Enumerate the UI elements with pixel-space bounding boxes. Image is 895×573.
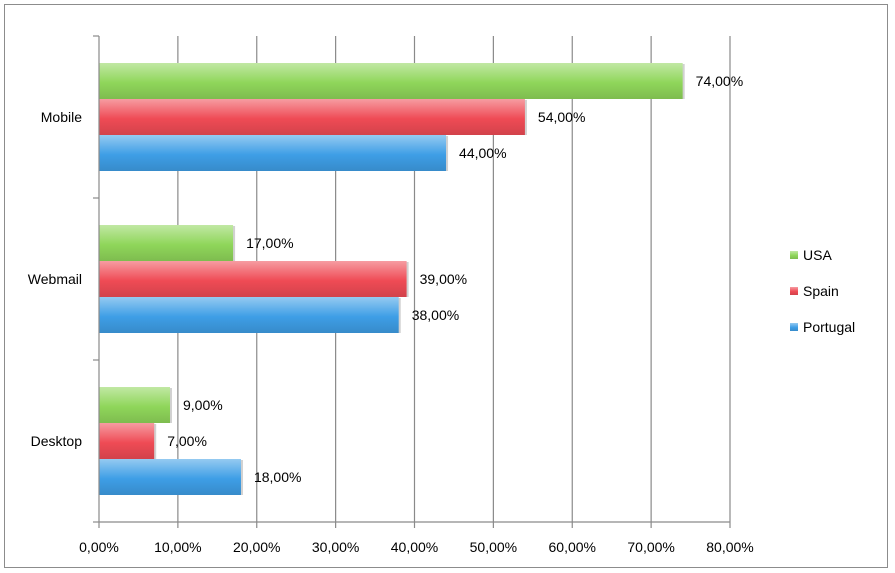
bar-shadow bbox=[406, 262, 409, 297]
bar-shadow bbox=[524, 100, 527, 135]
bar-spain-webmail bbox=[99, 261, 407, 297]
data-label: 9,00% bbox=[183, 397, 223, 413]
bar-shadow bbox=[682, 64, 685, 99]
x-tick-label: 0,00% bbox=[79, 539, 119, 555]
x-tick-label: 10,00% bbox=[154, 539, 201, 555]
labels: Mobile 74,00% 54,00% 44,00% Webmail 17,00% 39,… bbox=[28, 73, 743, 485]
axes: 0,00% 10,00% 20,00% 30,00% 40,00% 50,00% 60,00… bbox=[79, 35, 754, 555]
bar-usa-webmail bbox=[99, 225, 234, 261]
legend-swatch-portugal bbox=[790, 323, 798, 331]
chart: 0,00% 10,00% 20,00% 30,00% 40,00% 50,00% 60,00… bbox=[4, 4, 888, 568]
bar-portugal-desktop bbox=[99, 459, 241, 495]
bars bbox=[99, 63, 685, 495]
data-label: 54,00% bbox=[538, 109, 585, 125]
bar-portugal-webmail bbox=[99, 297, 399, 333]
data-label: 18,00% bbox=[254, 469, 301, 485]
x-tick-label: 40,00% bbox=[391, 539, 438, 555]
bar-shadow bbox=[240, 460, 243, 495]
bar-shadow bbox=[233, 226, 236, 261]
bar-usa-mobile bbox=[99, 63, 683, 99]
data-label: 39,00% bbox=[420, 271, 467, 287]
x-tick-label: 70,00% bbox=[627, 539, 674, 555]
legend-label-usa: USA bbox=[803, 247, 832, 263]
bar-shadow bbox=[169, 388, 172, 423]
x-tick-label: 60,00% bbox=[549, 539, 596, 555]
data-label: 38,00% bbox=[412, 307, 459, 323]
x-tick-label: 80,00% bbox=[706, 539, 753, 555]
category-label: Mobile bbox=[41, 109, 82, 125]
bar-shadow bbox=[154, 424, 157, 459]
category-label: Desktop bbox=[31, 433, 83, 449]
legend-label-portugal: Portugal bbox=[803, 319, 855, 335]
data-label: 17,00% bbox=[246, 235, 293, 251]
bar-shadow bbox=[446, 136, 449, 171]
data-label: 7,00% bbox=[167, 433, 207, 449]
data-label: 74,00% bbox=[696, 73, 743, 89]
legend-label-spain: Spain bbox=[803, 283, 839, 299]
legend-swatch-spain bbox=[790, 287, 798, 295]
bar-usa-desktop bbox=[99, 387, 170, 423]
category-label: Webmail bbox=[28, 271, 82, 287]
bar-spain-desktop bbox=[99, 423, 155, 459]
x-tick-label: 50,00% bbox=[470, 539, 517, 555]
legend: USA Spain Portugal bbox=[790, 247, 855, 335]
bar-shadow bbox=[398, 298, 401, 333]
legend-swatch-usa bbox=[790, 251, 798, 259]
data-label: 44,00% bbox=[459, 145, 506, 161]
x-tick-label: 20,00% bbox=[233, 539, 280, 555]
bar-portugal-mobile bbox=[99, 135, 447, 171]
x-tick-label: 30,00% bbox=[312, 539, 359, 555]
bar-spain-mobile bbox=[99, 99, 525, 135]
